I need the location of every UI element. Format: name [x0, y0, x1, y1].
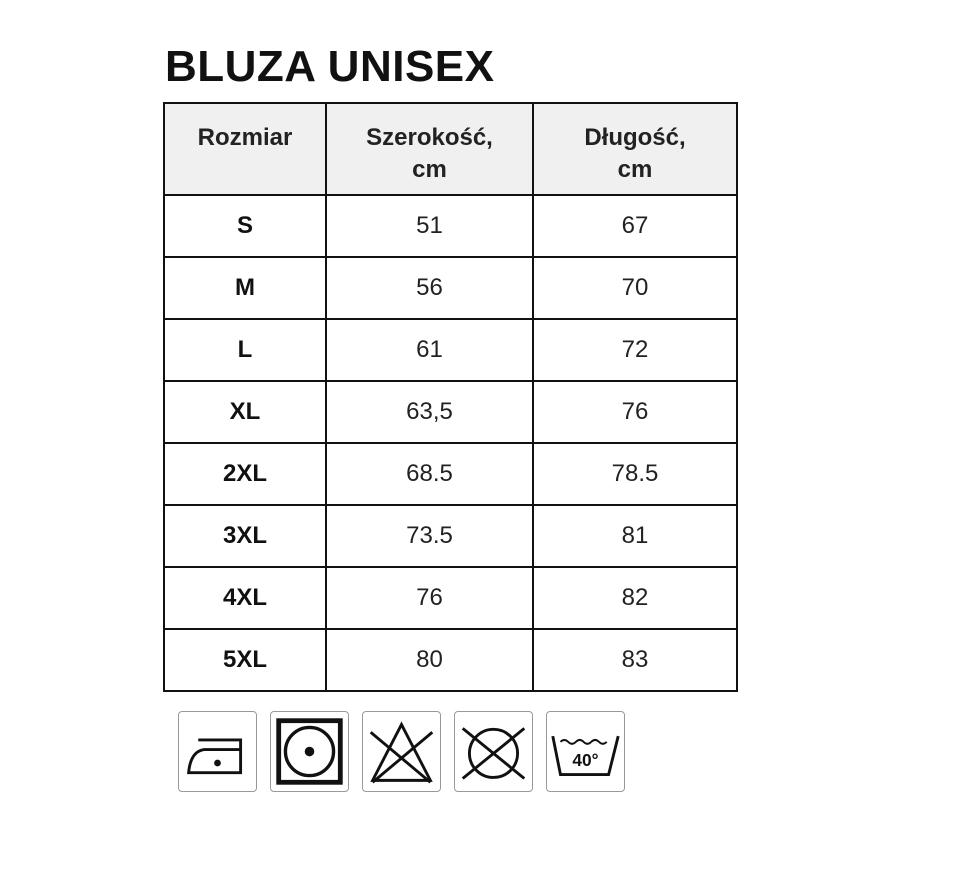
width-cell: 61 [325, 318, 534, 382]
width-cell: 51 [325, 194, 534, 258]
size-cell: S [163, 194, 327, 258]
length-cell: 76 [532, 380, 738, 444]
care-icons: 40° [178, 711, 625, 792]
do-not-dry-clean-icon [454, 711, 533, 792]
width-cell: 63,5 [325, 380, 534, 444]
table-row: L 61 72 [163, 318, 738, 382]
table-row: XL 63,5 76 [163, 380, 738, 444]
size-cell: XL [163, 380, 327, 444]
size-cell: 2XL [163, 442, 327, 506]
table-header-row: Rozmiar Szerokość, cm Długość, cm [163, 102, 738, 196]
size-table: Rozmiar Szerokość, cm Długość, cm S 51 67 M 56… [163, 102, 738, 692]
table-row: S 51 67 [163, 194, 738, 258]
size-cell: M [163, 256, 327, 320]
do-not-bleach-icon [362, 711, 441, 792]
table-row: 4XL 76 82 [163, 566, 738, 630]
header-length-label: Długość, [584, 124, 686, 151]
length-cell: 81 [532, 504, 738, 568]
header-size-label: Rozmiar [197, 124, 293, 151]
table-row: M 56 70 [163, 256, 738, 320]
wash-40-icon: 40° [546, 711, 625, 792]
length-cell: 70 [532, 256, 738, 320]
length-cell: 78.5 [532, 442, 738, 506]
header-size: Rozmiar [163, 102, 327, 196]
size-cell: 5XL [163, 628, 327, 692]
header-length-unit: cm [617, 156, 653, 183]
header-width: Szerokość, cm [325, 102, 534, 196]
width-cell: 76 [325, 566, 534, 630]
table-row: 3XL 73.5 81 [163, 504, 738, 568]
header-length: Długość, cm [532, 102, 738, 196]
width-cell: 80 [325, 628, 534, 692]
length-cell: 83 [532, 628, 738, 692]
header-width-unit: cm [412, 156, 447, 183]
size-cell: 3XL [163, 504, 327, 568]
table-row: 2XL 68.5 78.5 [163, 442, 738, 506]
page-title: BLUZA UNISEX [165, 42, 495, 91]
iron-low-temperature-icon [178, 711, 257, 792]
wash-temperature-label: 40° [572, 750, 598, 770]
length-cell: 72 [532, 318, 738, 382]
header-width-label: Szerokość, [366, 124, 493, 151]
width-cell: 68.5 [325, 442, 534, 506]
tumble-dry-icon [270, 711, 349, 792]
size-cell: L [163, 318, 327, 382]
size-cell: 4XL [163, 566, 327, 630]
table-row: 5XL 80 83 [163, 628, 738, 692]
width-cell: 56 [325, 256, 534, 320]
length-cell: 67 [532, 194, 738, 258]
width-cell: 73.5 [325, 504, 534, 568]
length-cell: 82 [532, 566, 738, 630]
